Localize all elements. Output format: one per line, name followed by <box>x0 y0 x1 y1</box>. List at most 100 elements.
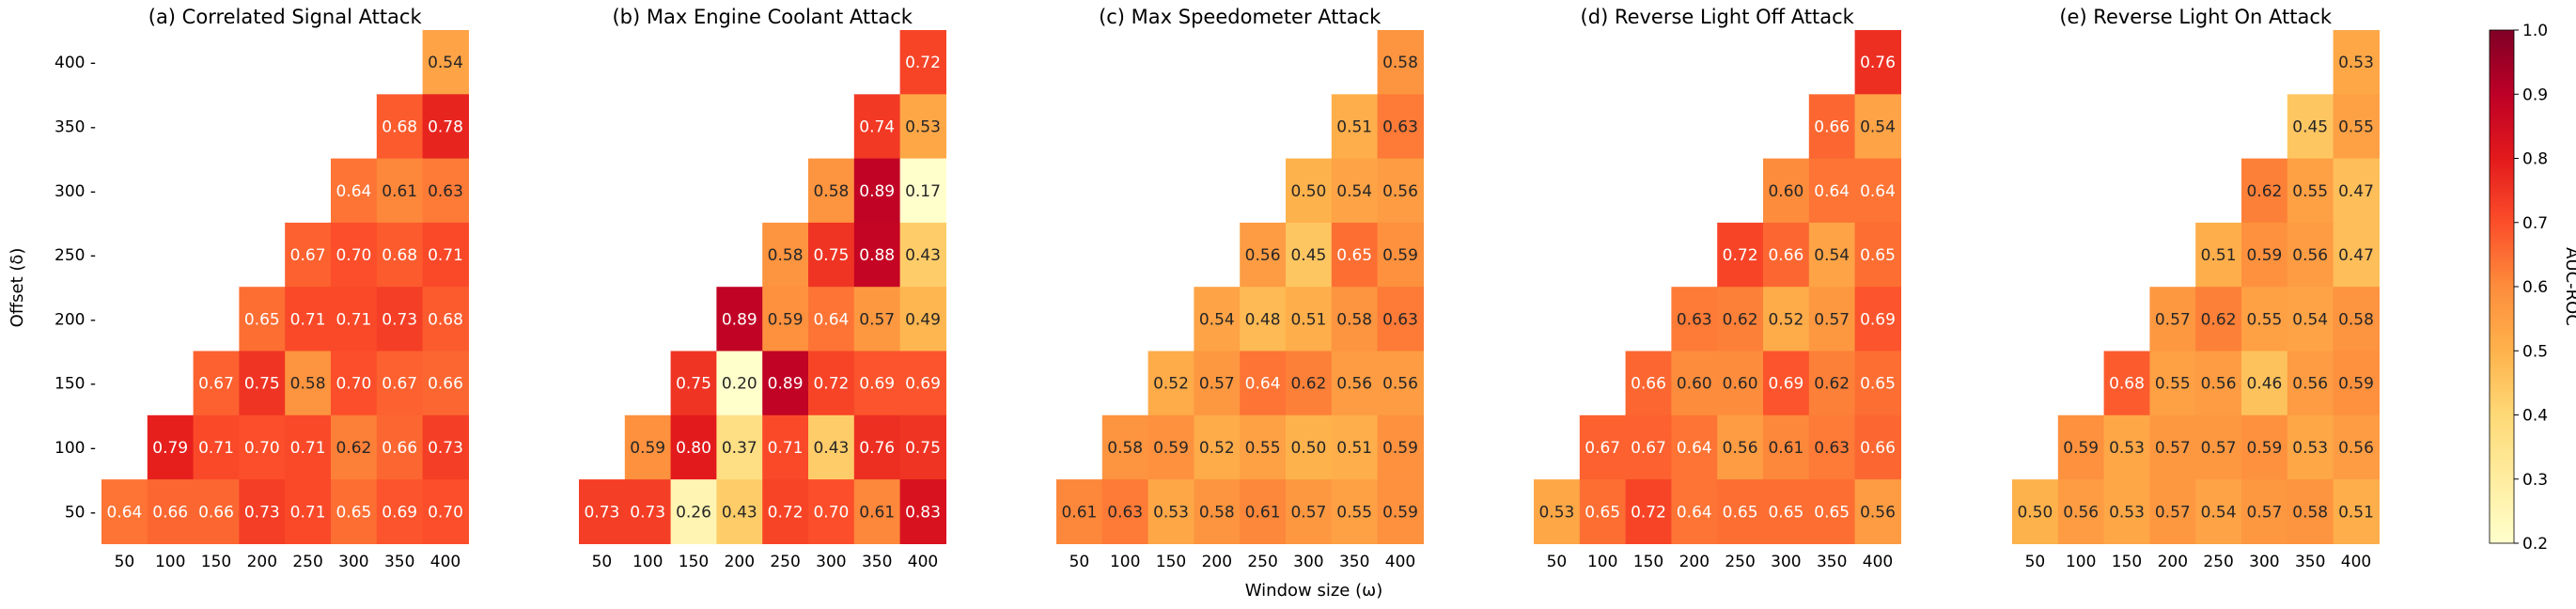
x-tick-label: 350 <box>384 553 414 571</box>
heatmap-cell <box>376 479 424 544</box>
heatmap-cell <box>2103 479 2150 544</box>
cell-value-label: 0.79 <box>152 439 188 458</box>
heatmap-cell <box>422 287 469 352</box>
heatmap-cell <box>808 158 855 224</box>
heatmap-cell <box>1854 94 1901 160</box>
heatmap-cell <box>1625 414 1672 480</box>
heatmap-cell <box>1808 222 1856 288</box>
heatmap-cell <box>1625 351 1672 416</box>
heatmap-cell <box>2287 94 2334 160</box>
heatmap-cell <box>285 414 332 480</box>
heatmap-cell <box>2287 414 2334 480</box>
heatmap-cell <box>1763 222 1810 288</box>
cell-value-label: 0.63 <box>428 182 463 201</box>
heatmap-cell <box>1377 479 1424 544</box>
heatmap-cell <box>2287 479 2334 544</box>
heatmap-panels: (a) Correlated Signal Attack 0.54 0.68 0.78… <box>55 6 2380 571</box>
x-tick-label: 150 <box>1156 553 1186 571</box>
cell-value-label: 0.37 <box>722 439 757 458</box>
heatmap-cell <box>193 414 240 480</box>
colorbar-tick-label: 0.9 <box>2522 86 2548 104</box>
heatmap-cell <box>853 222 901 288</box>
y-tick-label: 100 - <box>55 439 96 458</box>
heatmap-cell <box>1331 414 1379 480</box>
x-tick-label: 200 <box>2158 553 2188 571</box>
cell-value-label: 0.68 <box>2109 375 2145 394</box>
cell-value-label: 0.65 <box>1768 503 1803 522</box>
cell-value-label: 0.57 <box>1199 375 1235 394</box>
colorbar-tick-label: 1.0 <box>2522 22 2548 40</box>
cell-value-label: 0.73 <box>244 503 280 522</box>
heatmap-cell <box>2241 351 2288 416</box>
cell-value-label: 0.64 <box>1677 439 1712 458</box>
y-tick-label: 350 - <box>55 117 96 136</box>
cell-value-label: 0.56 <box>1382 182 1418 201</box>
cell-value-label: 0.75 <box>244 375 280 394</box>
heatmap-cell <box>1377 158 1424 224</box>
heatmap-cell <box>1671 414 1718 480</box>
cell-value-label: 0.73 <box>584 503 619 522</box>
heatmap-cell <box>2195 351 2242 416</box>
cell-value-label: 0.49 <box>905 310 941 329</box>
cell-value-label: 0.52 <box>1153 375 1189 394</box>
heatmap-cell <box>2149 479 2196 544</box>
heatmap-cell <box>1331 287 1379 352</box>
cell-value-label: 0.58 <box>2338 310 2374 329</box>
x-tick-label: 300 <box>816 553 846 571</box>
heatmap-cell <box>1377 94 1424 160</box>
cell-value-label: 0.57 <box>859 310 895 329</box>
cell-value-label: 0.71 <box>336 310 371 329</box>
heatmap-cell <box>1854 222 1901 288</box>
x-tick-label: 400 <box>908 553 938 571</box>
heatmap-cell <box>285 479 332 544</box>
heatmap-cell <box>193 351 240 416</box>
heatmap-cell <box>1579 414 1627 480</box>
cell-value-label: 0.65 <box>1814 503 1850 522</box>
cell-value-label: 0.66 <box>1631 375 1666 394</box>
cell-value-label: 0.76 <box>859 439 895 458</box>
cell-value-label: 0.59 <box>1382 439 1418 458</box>
heatmap-cell <box>899 158 946 224</box>
heatmap-cell <box>331 414 378 480</box>
cell-value-label: 0.45 <box>1290 246 1326 265</box>
heatmap-cell <box>2195 222 2242 288</box>
heatmap-cell <box>716 351 763 416</box>
cell-value-label: 0.56 <box>2063 503 2099 522</box>
heatmap-cell <box>899 94 946 160</box>
cell-value-label: 0.62 <box>2201 310 2237 329</box>
cell-value-label: 0.51 <box>2338 503 2374 522</box>
heatmap-cell <box>1625 479 1672 544</box>
heatmap-cell <box>1854 287 1901 352</box>
heatmap-cell <box>331 351 378 416</box>
heatmap-cell <box>1377 287 1424 352</box>
colorbar-label: AUC-ROC <box>2562 247 2576 326</box>
heatmap-panel-3: (c) Max Speedometer Attack 0.58 0.51 0.63 0.… <box>1056 6 1424 571</box>
cell-value-label: 0.67 <box>1631 439 1666 458</box>
cell-value-label: 0.63 <box>1677 310 1712 329</box>
heatmap-cell <box>1194 414 1241 480</box>
cell-value-label: 0.65 <box>1336 246 1372 265</box>
cell-value-label: 0.58 <box>290 375 326 394</box>
cell-value-label: 0.70 <box>428 503 463 522</box>
x-tick-label: 100 <box>1110 553 1140 571</box>
colorbar-tick-label: 0.3 <box>2522 471 2548 490</box>
heatmap-cell <box>2103 414 2150 480</box>
y-tick-label: 250 - <box>55 246 96 265</box>
x-tick-label: 250 <box>770 553 800 571</box>
heatmap-cell <box>1101 414 1149 480</box>
cell-value-label: 0.66 <box>1860 439 1896 458</box>
x-tick-label: 100 <box>632 553 663 571</box>
heatmap-cell <box>147 479 195 544</box>
heatmap-cell <box>1854 158 1901 224</box>
cell-value-label: 0.64 <box>1814 182 1850 201</box>
heatmap-cell <box>670 351 717 416</box>
cell-value-label: 0.51 <box>1336 117 1372 136</box>
cell-value-label: 0.71 <box>428 246 463 265</box>
heatmap-cell <box>716 479 763 544</box>
heatmap-cell <box>762 414 809 480</box>
cell-value-label: 0.69 <box>1860 310 1896 329</box>
heatmap-cell <box>808 414 855 480</box>
cell-value-label: 0.58 <box>768 246 804 265</box>
cell-value-label: 0.52 <box>1768 310 1803 329</box>
cell-value-label: 0.57 <box>2201 439 2237 458</box>
